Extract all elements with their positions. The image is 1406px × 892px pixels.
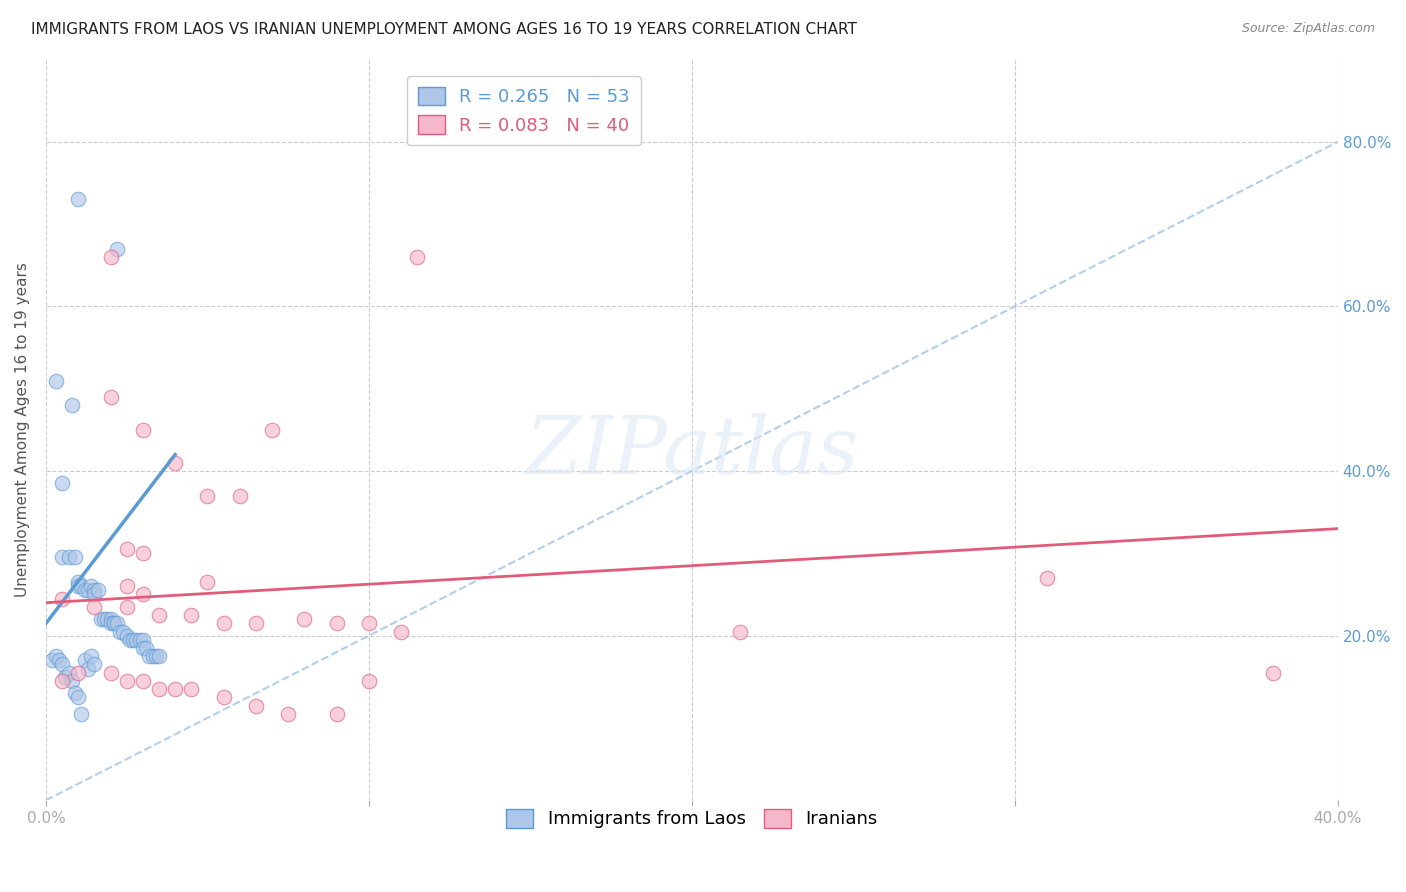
Point bbox=[145, 649, 167, 664]
Point bbox=[83, 587, 105, 601]
Point bbox=[96, 612, 118, 626]
Point bbox=[197, 489, 219, 503]
Point bbox=[115, 629, 138, 643]
Point bbox=[115, 542, 138, 557]
Point bbox=[70, 706, 93, 721]
Point bbox=[122, 632, 145, 647]
Point bbox=[115, 673, 138, 688]
Point bbox=[180, 682, 202, 697]
Point bbox=[67, 690, 90, 705]
Point bbox=[135, 640, 157, 655]
Point bbox=[100, 665, 122, 680]
Point bbox=[80, 579, 103, 593]
Point bbox=[148, 682, 170, 697]
Point bbox=[60, 398, 83, 412]
Point bbox=[357, 616, 380, 631]
Point bbox=[90, 612, 112, 626]
Point bbox=[63, 686, 86, 700]
Point bbox=[212, 616, 235, 631]
Point bbox=[100, 390, 122, 404]
Point bbox=[1036, 571, 1059, 585]
Point bbox=[73, 653, 96, 667]
Point bbox=[73, 583, 96, 598]
Point bbox=[53, 670, 76, 684]
Point bbox=[138, 649, 160, 664]
Point bbox=[105, 616, 128, 631]
Point bbox=[125, 632, 148, 647]
Point bbox=[67, 579, 90, 593]
Point bbox=[260, 423, 283, 437]
Point bbox=[48, 653, 70, 667]
Point bbox=[60, 673, 83, 688]
Point bbox=[100, 250, 122, 264]
Text: Source: ZipAtlas.com: Source: ZipAtlas.com bbox=[1241, 22, 1375, 36]
Point bbox=[100, 616, 122, 631]
Point bbox=[228, 489, 250, 503]
Text: IMMIGRANTS FROM LAOS VS IRANIAN UNEMPLOYMENT AMONG AGES 16 TO 19 YEARS CORRELATI: IMMIGRANTS FROM LAOS VS IRANIAN UNEMPLOY… bbox=[31, 22, 856, 37]
Point bbox=[148, 649, 170, 664]
Point bbox=[141, 649, 163, 664]
Point bbox=[110, 624, 132, 639]
Point bbox=[83, 657, 105, 672]
Point bbox=[245, 698, 267, 713]
Point bbox=[325, 616, 347, 631]
Point bbox=[70, 579, 93, 593]
Point bbox=[197, 575, 219, 590]
Point bbox=[132, 632, 155, 647]
Point bbox=[51, 657, 73, 672]
Point bbox=[180, 608, 202, 623]
Point bbox=[115, 599, 138, 614]
Point bbox=[51, 476, 73, 491]
Point bbox=[41, 653, 63, 667]
Point bbox=[63, 550, 86, 565]
Point bbox=[165, 682, 187, 697]
Point bbox=[728, 624, 751, 639]
Point bbox=[51, 591, 73, 606]
Point bbox=[148, 608, 170, 623]
Point bbox=[77, 661, 100, 675]
Point bbox=[105, 242, 128, 256]
Point bbox=[80, 649, 103, 664]
Point bbox=[100, 612, 122, 626]
Point bbox=[292, 612, 315, 626]
Point bbox=[132, 640, 155, 655]
Point bbox=[77, 583, 100, 598]
Point bbox=[132, 546, 155, 560]
Point bbox=[1261, 665, 1284, 680]
Point bbox=[45, 374, 67, 388]
Y-axis label: Unemployment Among Ages 16 to 19 years: Unemployment Among Ages 16 to 19 years bbox=[15, 262, 30, 598]
Point bbox=[103, 616, 125, 631]
Point bbox=[115, 579, 138, 593]
Point bbox=[51, 550, 73, 565]
Point bbox=[93, 612, 115, 626]
Text: ZIPatlas: ZIPatlas bbox=[524, 413, 859, 491]
Point bbox=[132, 673, 155, 688]
Point bbox=[132, 587, 155, 601]
Point bbox=[389, 624, 412, 639]
Point bbox=[58, 665, 80, 680]
Point bbox=[86, 583, 108, 598]
Point bbox=[58, 550, 80, 565]
Point bbox=[406, 250, 429, 264]
Point bbox=[132, 423, 155, 437]
Point bbox=[212, 690, 235, 705]
Point bbox=[325, 706, 347, 721]
Point bbox=[67, 665, 90, 680]
Legend: Immigrants from Laos, Iranians: Immigrants from Laos, Iranians bbox=[499, 802, 884, 836]
Point bbox=[128, 632, 150, 647]
Point bbox=[245, 616, 267, 631]
Point bbox=[67, 193, 90, 207]
Point bbox=[83, 599, 105, 614]
Point bbox=[118, 632, 141, 647]
Point bbox=[112, 624, 135, 639]
Point bbox=[45, 649, 67, 664]
Point bbox=[277, 706, 299, 721]
Point bbox=[165, 456, 187, 470]
Point bbox=[357, 673, 380, 688]
Point bbox=[51, 673, 73, 688]
Point bbox=[103, 616, 125, 631]
Point bbox=[67, 575, 90, 590]
Point bbox=[83, 583, 105, 598]
